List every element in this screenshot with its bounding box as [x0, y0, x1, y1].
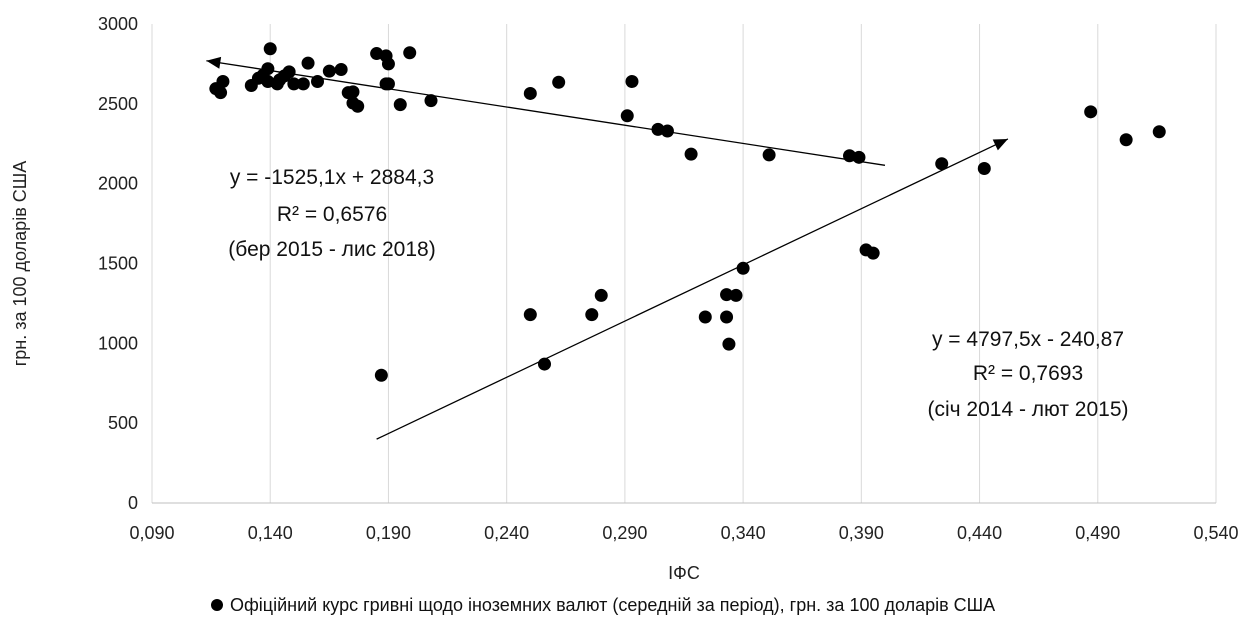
grid-layer [151, 24, 1217, 503]
data-point [620, 109, 634, 123]
legend-entry-label: Офіційний курс гривні щодо іноземних вал… [230, 595, 995, 615]
y-tick-label: 0 [128, 493, 138, 513]
y-tick-label: 3000 [98, 14, 138, 34]
data-point [263, 42, 277, 56]
x-axis-title: ІФС [668, 563, 700, 583]
trendline-2-arrowhead [992, 138, 1008, 151]
x-tick-label: 0,140 [248, 523, 293, 543]
y-tick-label: 1500 [98, 254, 138, 274]
annotation-down-r2: R² = 0,6576 [277, 203, 387, 226]
legend-marker [211, 599, 223, 611]
annotation-down-period: (бер 2015 - лис 2018) [228, 238, 435, 261]
trendline-2 [376, 138, 1009, 440]
annotation-up-period: (січ 2014 - лют 2015) [927, 398, 1128, 421]
data-point [722, 337, 736, 351]
data-point [381, 77, 395, 91]
data-point [311, 74, 325, 88]
trendline-1 [206, 60, 886, 166]
y-tick-labels: 0 500 1000 1500 2000 2500 3000 [98, 14, 138, 513]
x-tick-label: 0,440 [957, 523, 1002, 543]
data-point [287, 77, 301, 91]
data-point [552, 75, 566, 89]
legend: Офіційний курс гривні щодо іноземних вал… [211, 595, 995, 615]
data-point [866, 246, 880, 260]
annotation-up-r2: R² = 0,7693 [973, 362, 1083, 385]
data-point [296, 77, 310, 91]
data-point [720, 288, 734, 302]
trendline-annotation-down: y = -1525,1x + 2884,3 R² = 0,6576 (бер 2… [228, 166, 435, 261]
data-points [209, 42, 1166, 382]
x-tick-label: 0,340 [721, 523, 766, 543]
data-point [393, 98, 407, 112]
data-point [381, 57, 395, 71]
data-point [214, 86, 228, 100]
trendline-1-arrowhead [206, 56, 222, 69]
data-point [1119, 133, 1133, 147]
data-point [301, 56, 315, 70]
y-tick-label: 2000 [98, 174, 138, 194]
x-tick-label: 0,540 [1193, 523, 1238, 543]
data-point [1084, 105, 1098, 119]
data-point [585, 308, 599, 322]
data-point [935, 157, 949, 171]
data-point [261, 62, 275, 76]
data-point [374, 368, 388, 382]
data-point [403, 46, 417, 60]
data-point [322, 64, 336, 78]
data-point [762, 148, 776, 162]
annotation-down-equation: y = -1525,1x + 2884,3 [230, 166, 434, 189]
data-point [729, 288, 743, 302]
data-point [1152, 125, 1166, 139]
data-point [334, 63, 348, 77]
data-point [523, 308, 537, 322]
data-point [216, 74, 230, 88]
y-tick-label: 500 [108, 413, 138, 433]
data-point [720, 310, 734, 324]
data-point [346, 85, 360, 99]
y-tick-label: 1000 [98, 333, 138, 353]
trendline-annotation-up: y = 4797,5x - 240,87 R² = 0,7693 (січ 20… [927, 328, 1128, 421]
x-tick-label: 0,190 [366, 523, 411, 543]
y-tick-label: 2500 [98, 94, 138, 114]
data-point [698, 310, 712, 324]
x-tick-label: 0,290 [602, 523, 647, 543]
x-tick-label: 0,390 [839, 523, 884, 543]
x-tick-label: 0,490 [1075, 523, 1120, 543]
annotation-up-equation: y = 4797,5x - 240,87 [932, 328, 1124, 351]
x-tick-labels: 0,090 0,140 0,190 0,240 0,290 0,340 0,390 0,440… [129, 523, 1238, 543]
data-point [523, 86, 537, 100]
data-point [736, 261, 750, 275]
x-tick-label: 0,090 [129, 523, 174, 543]
y-axis-title: грн. за 100 доларів США [10, 161, 30, 367]
data-point [424, 94, 438, 108]
data-point [977, 161, 991, 175]
data-point [625, 74, 639, 88]
data-point [351, 99, 365, 113]
data-point [594, 288, 608, 302]
data-point [684, 147, 698, 161]
data-point [660, 124, 674, 138]
data-point [537, 357, 551, 371]
data-point [282, 65, 296, 79]
data-point [852, 150, 866, 164]
x-tick-label: 0,240 [484, 523, 529, 543]
